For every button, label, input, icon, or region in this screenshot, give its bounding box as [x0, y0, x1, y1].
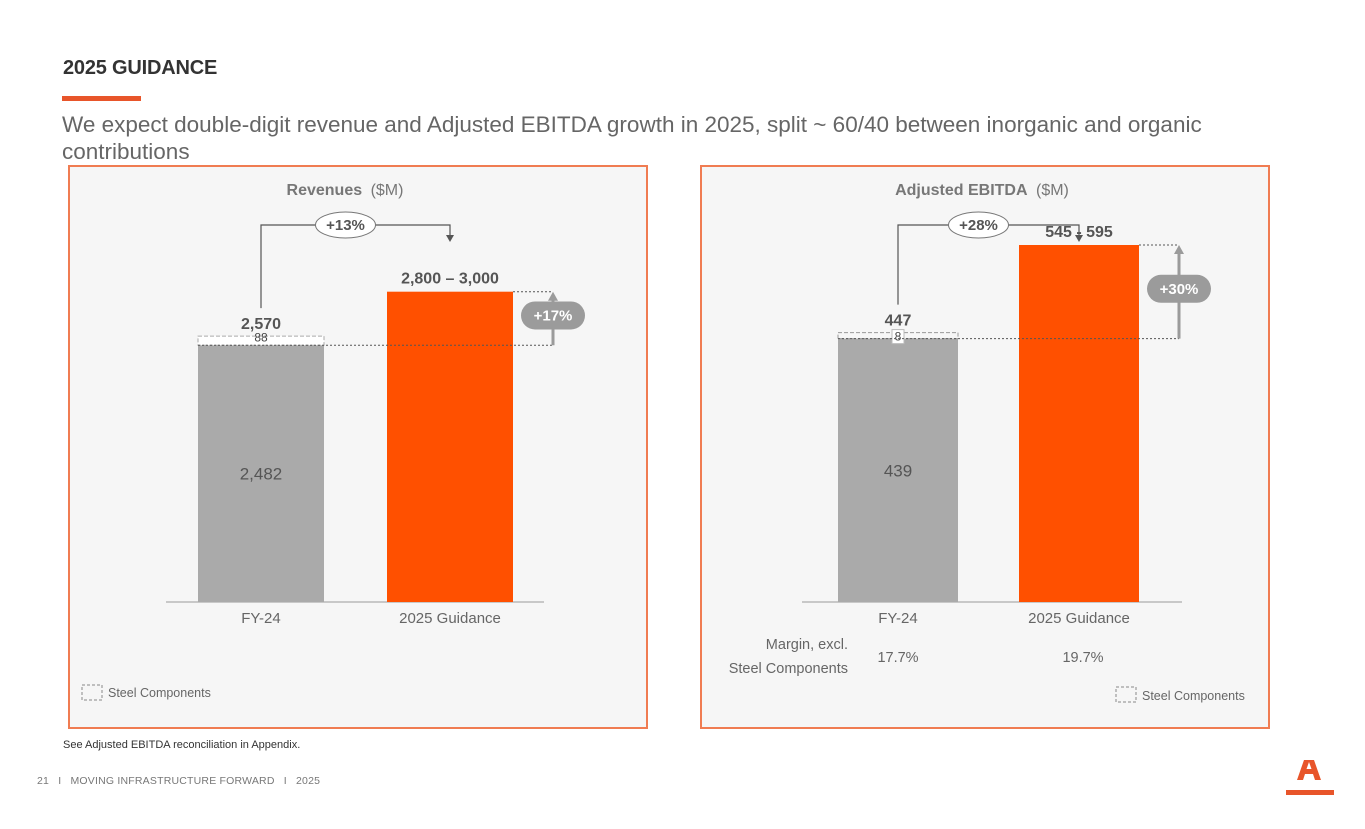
revenues-panel: Revenues ($M) 88 2,482 2,570 2,800 – 3,000 +… [68, 165, 648, 729]
revenues-tick-fy24: FY-24 [241, 610, 280, 627]
ebitda-panel: Adjusted EBITDA ($M) 8 439 447 545 - 595 +28… [700, 165, 1270, 729]
ebitda-label-steel: 8 [895, 330, 902, 344]
ebitda-label-fy24-base: 439 [884, 461, 912, 480]
revenues-chart: Revenues ($M) 88 2,482 2,570 2,800 – 3,000 +… [81, 182, 585, 701]
revenues-bar-guidance [387, 291, 513, 602]
margin-guidance: 19.7% [1062, 650, 1103, 666]
ebitda-growth-arrowhead [1075, 235, 1083, 242]
company-logo-icon [1286, 760, 1334, 795]
ebitda-title-unit: ($M) [1036, 182, 1069, 199]
revenues-title-bold: Revenues [287, 182, 363, 199]
legend-steel-components-swatch [81, 684, 103, 701]
revenues-growth-arrowhead [446, 235, 454, 242]
margin-label-line2: Steel Components [729, 661, 848, 677]
legend-steel-components-label-right: Steel Components [1142, 689, 1245, 703]
ebitda-growth-total-label: +28% [959, 217, 998, 234]
ebitda-bar-fy24-steel-box [891, 329, 905, 345]
footer-separator-2: I [283, 775, 287, 787]
page-subtitle: We expect double-digit revenue and Adjus… [62, 112, 1202, 164]
revenues-tick-guidance: 2025 Guidance [399, 610, 501, 627]
ebitda-growth-organic-bubble [1147, 274, 1211, 303]
legend-steel-components-label: Steel Components [108, 686, 211, 700]
margin-label-line1: Margin, excl. [766, 637, 848, 653]
page-title: 2025 GUIDANCE [63, 57, 218, 79]
revenues-growth-organic-bubble [521, 301, 585, 330]
revenues-label-guidance: 2,800 – 3,000 [401, 271, 499, 288]
revenues-label-steel: 88 [254, 330, 268, 344]
revenues-growth-total-oval [315, 211, 376, 239]
ebitda-bar-guidance [1019, 245, 1139, 602]
revenues-label-fy24-total: 2,570 [241, 316, 281, 333]
ebitda-label-fy24-total: 447 [885, 313, 912, 330]
footer-separator: I [58, 775, 62, 787]
legend-steel-components-swatch-right [1115, 686, 1137, 703]
revenues-growth-total-label: +13% [326, 217, 365, 234]
ebitda-growth-organic-label: +30% [1160, 281, 1199, 298]
ebitda-tick-fy24: FY-24 [878, 610, 917, 627]
revenues-organic-arrowhead [548, 291, 558, 301]
ebitda-tick-guidance: 2025 Guidance [1028, 610, 1130, 627]
footer-page-number: 21 [37, 775, 50, 787]
revenues-chart-title: Revenues ($M) [287, 182, 404, 199]
title-underline [62, 96, 141, 101]
footnote: See Adjusted EBITDA reconciliation in Ap… [63, 739, 301, 751]
revenues-label-fy24-base: 2,482 [240, 465, 283, 484]
footer-year: 2025 [295, 775, 321, 787]
ebitda-chart-title: Adjusted EBITDA ($M) [895, 182, 1069, 199]
ebitda-title-bold: Adjusted EBITDA [895, 182, 1028, 199]
footer: 21 I MOVING INFRASTRUCTURE FORWARD I 202… [37, 775, 320, 787]
revenues-bar-fy24-base [198, 345, 324, 602]
margin-fy24: 17.7% [877, 650, 918, 666]
ebitda-bar-fy24-base [838, 338, 958, 602]
footer-tagline: MOVING INFRASTRUCTURE FORWARD [70, 775, 275, 787]
revenues-bar-fy24-steel [197, 335, 325, 346]
revenues-title-unit: ($M) [371, 182, 404, 199]
revenues-growth-organic-label: +17% [534, 307, 573, 324]
ebitda-growth-total-oval [948, 211, 1009, 239]
ebitda-organic-arrowhead [1174, 245, 1184, 254]
